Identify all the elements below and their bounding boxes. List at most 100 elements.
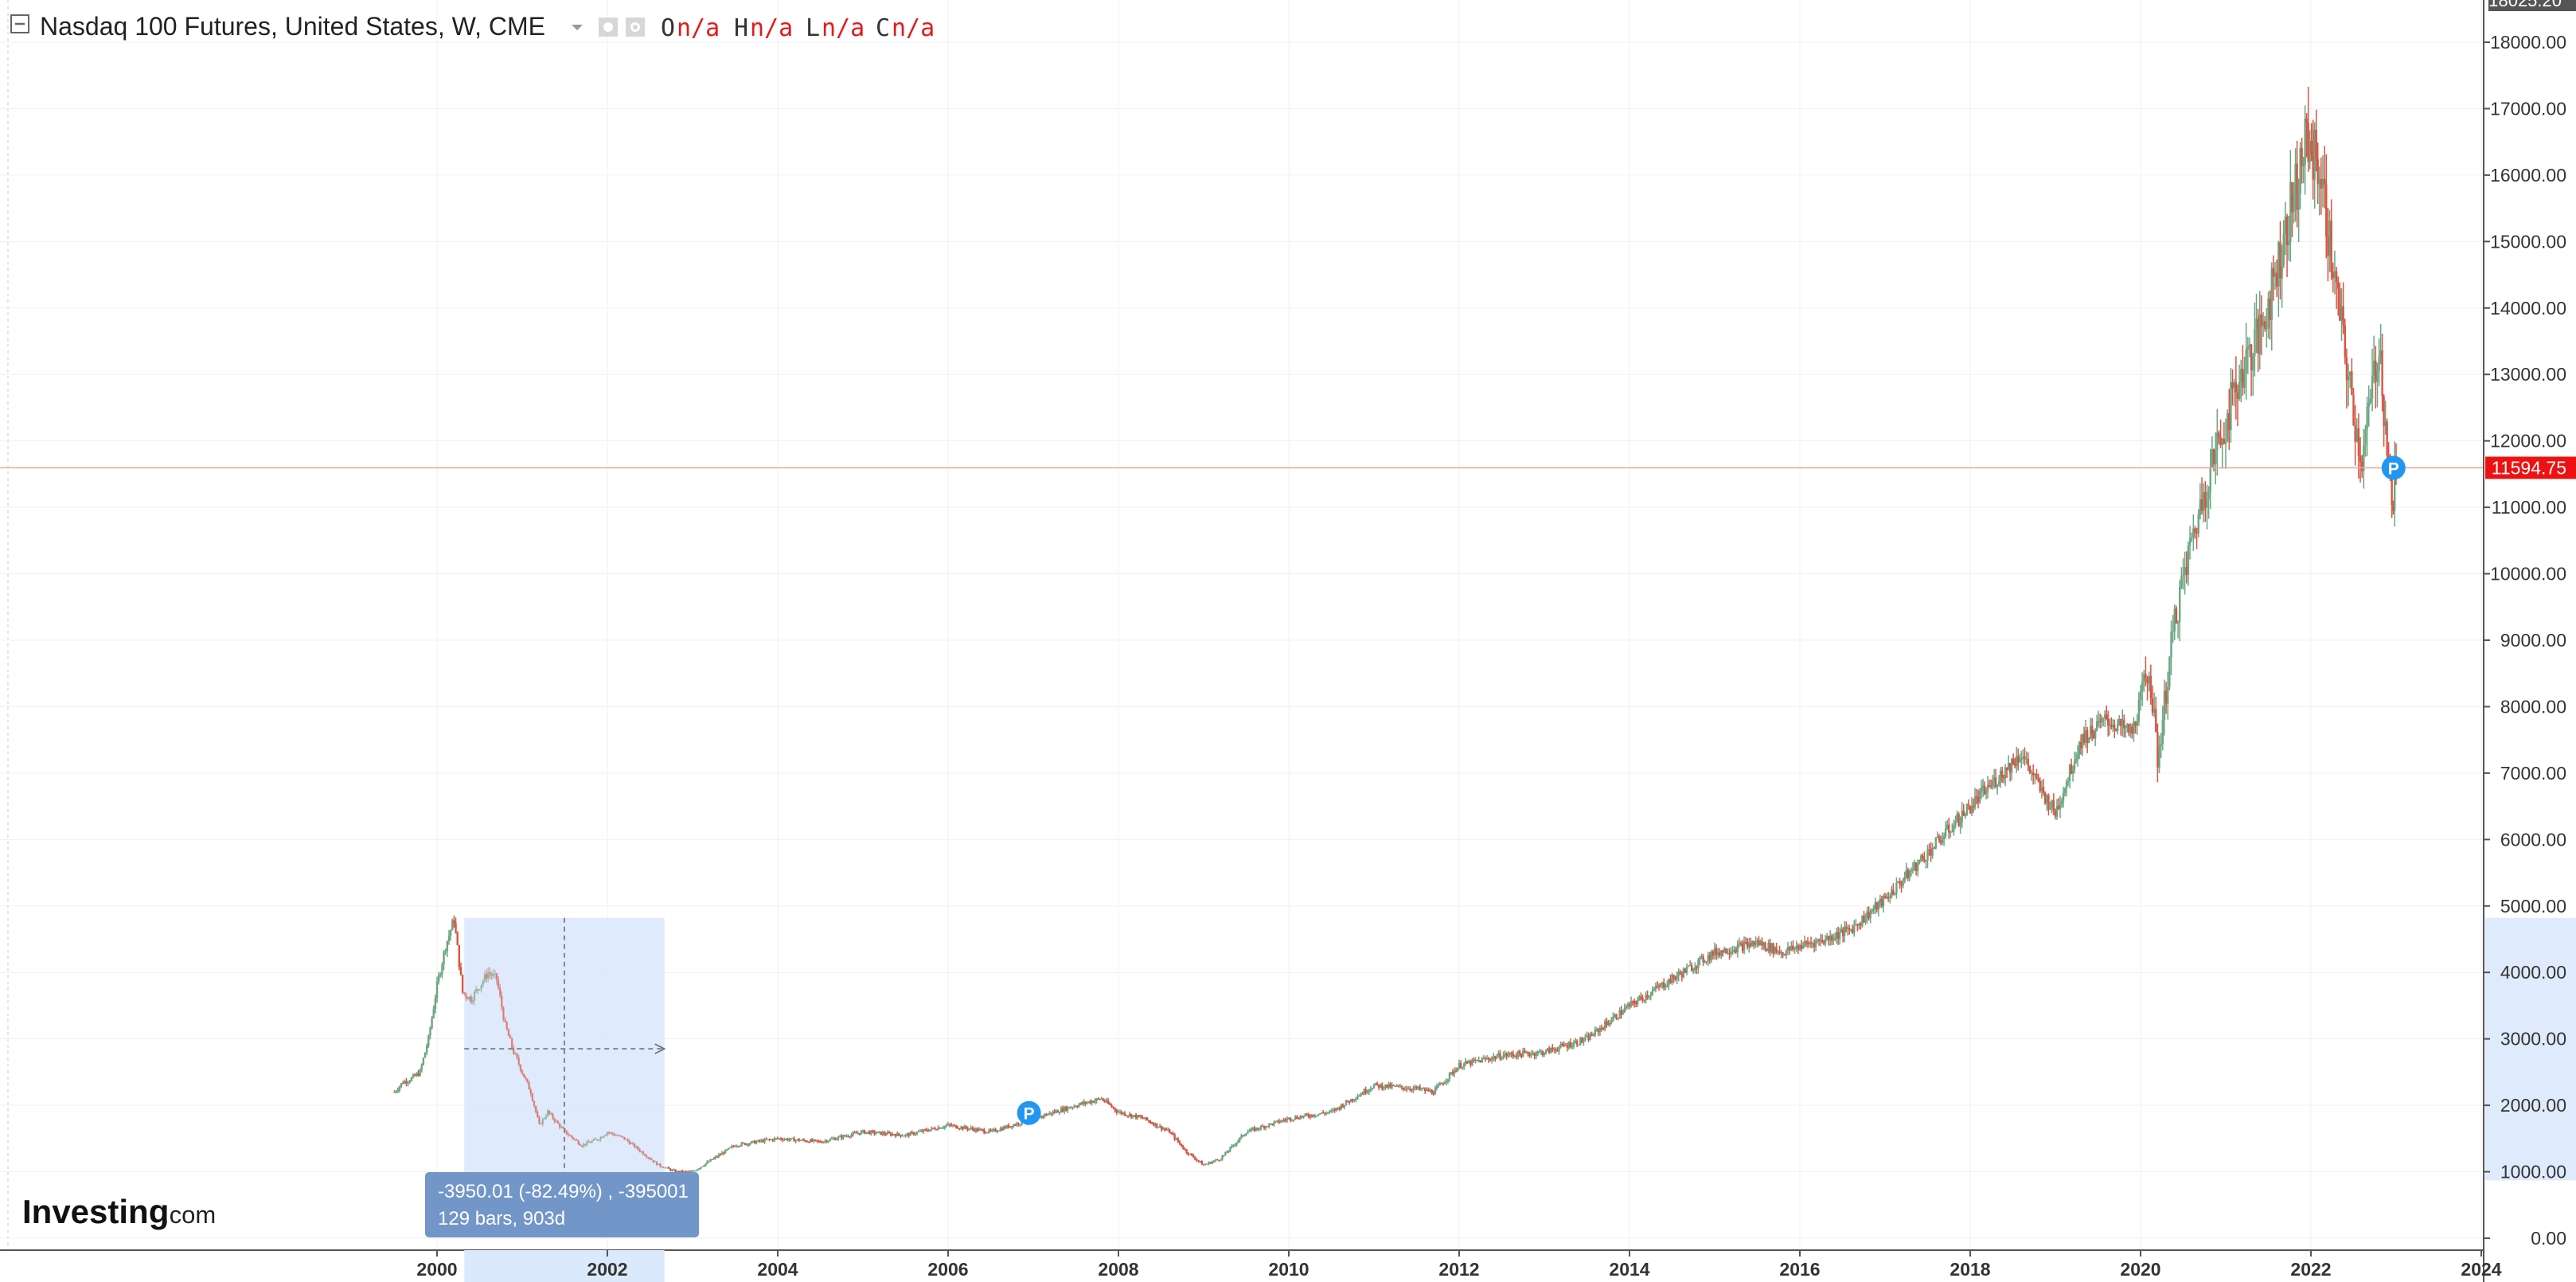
candle-body-842	[1783, 955, 1786, 956]
candle-body-641	[1454, 1070, 1458, 1072]
candle-body-55	[487, 972, 490, 979]
candle-body-716	[1578, 1045, 1580, 1046]
candle-body-410	[1076, 1106, 1079, 1108]
candle-body-516	[1250, 1128, 1252, 1132]
candle-body-897	[1872, 909, 1875, 911]
candle-body-489	[1206, 1163, 1208, 1165]
candle-body-214	[755, 1141, 758, 1144]
candle-body-813	[1736, 944, 1739, 952]
candle-body-1118	[2236, 392, 2239, 399]
candle-body-1008	[2054, 810, 2057, 817]
candle-body-108	[577, 1140, 580, 1144]
candle-body-401	[1061, 1108, 1064, 1112]
candle-body-994	[2030, 772, 2033, 774]
candle-body-24	[434, 998, 437, 1010]
candle-body-1106	[2216, 432, 2219, 451]
candle-body-805	[1723, 948, 1726, 953]
candle-body-1135	[2266, 328, 2268, 330]
candle-body-499	[1223, 1155, 1225, 1157]
candle-body-42	[465, 994, 467, 998]
candle-body-360	[994, 1129, 997, 1132]
candle-body-927	[1922, 855, 1924, 858]
candle-body-1087	[2184, 567, 2186, 575]
candle-body-1086	[2182, 574, 2184, 577]
candle-body-1199	[2372, 361, 2375, 377]
candle-body-26	[437, 975, 440, 982]
candle-body-481	[1192, 1155, 1195, 1158]
candle-body-800	[1715, 948, 1718, 956]
candle-body-486	[1200, 1161, 1204, 1165]
candle-body-334	[951, 1125, 954, 1127]
candlestick-series	[393, 86, 2398, 1174]
event-marker-0[interactable]: P	[1017, 1100, 1041, 1125]
candle-body-869	[1827, 936, 1830, 940]
measure-tooltip[interactable]: -3950.01 (-82.49%) , -395001 129 bars, 9…	[425, 1172, 699, 1237]
candle-body-1163	[2312, 155, 2314, 180]
candle-body-1196	[2367, 402, 2370, 407]
candle-body-1179	[2339, 288, 2341, 321]
time-tick-label-8: 2016	[1779, 1259, 1820, 1280]
chart-title[interactable]: Nasdaq 100 Futures, United States, W, CM…	[40, 12, 545, 41]
candle-body-631	[1438, 1083, 1442, 1085]
candle-body-962	[1978, 791, 1981, 803]
candle-body-209	[747, 1143, 750, 1145]
candle-body-1023	[2078, 741, 2081, 755]
candle-body-1112	[2226, 412, 2229, 442]
candle-body-144	[638, 1149, 641, 1152]
candle-body-1038	[2102, 717, 2105, 719]
candle-body-91	[548, 1110, 551, 1114]
candle-body-124	[604, 1134, 607, 1136]
candle-body-1203	[2379, 350, 2382, 357]
candle-body-230	[781, 1139, 784, 1141]
candle-body-13	[416, 1073, 418, 1077]
candle-body-462	[1160, 1125, 1163, 1130]
candle-body-477	[1185, 1149, 1188, 1153]
time-tick-label-4: 2008	[1098, 1259, 1138, 1280]
candle-body-1043	[2110, 725, 2113, 728]
candle-body-270	[847, 1135, 849, 1137]
candle-body-544	[1296, 1116, 1298, 1119]
candle-body-66	[505, 1022, 508, 1030]
candle-body-96	[556, 1120, 560, 1124]
candle-body-36	[455, 923, 457, 932]
candle-body-30	[444, 951, 447, 952]
candle-body-408	[1073, 1106, 1075, 1108]
candle-body-5	[402, 1083, 404, 1085]
chart-header: Nasdaq 100 Futures, United States, W, CM…	[10, 12, 935, 42]
candle-body-644	[1459, 1062, 1462, 1069]
candle-body-302	[900, 1135, 902, 1136]
candle-body-1016	[2067, 780, 2070, 782]
caret-down-icon[interactable]	[572, 25, 583, 30]
candle-body-887	[1856, 924, 1859, 926]
price-axis[interactable]: 0.00 1000.00 2000.00 3000.00 4000.00 5000.00 6…	[2483, 0, 2576, 1282]
candle-body-950	[1959, 822, 1961, 827]
candle-body-823	[1753, 940, 1755, 945]
candle-body-74	[519, 1065, 522, 1071]
candle-body-491	[1209, 1162, 1212, 1164]
candle-body-17	[422, 1057, 425, 1065]
candle-body-1151	[2293, 194, 2295, 213]
candle-body-529	[1271, 1124, 1274, 1125]
candle-body-797	[1710, 951, 1713, 960]
candle-body-325	[937, 1127, 939, 1130]
candle-body-32	[447, 936, 451, 941]
candle-body-394	[1050, 1112, 1052, 1115]
time-axis[interactable]: 2000 2002 2004 2006 2008 2010 2012 2014 2016 2018…	[0, 1249, 2502, 1282]
candle-body-906	[1887, 897, 1890, 898]
candle-body-693	[1540, 1051, 1543, 1053]
candle-body-546	[1299, 1116, 1302, 1120]
candle-body-884	[1852, 929, 1854, 933]
candle-body-616	[1414, 1086, 1416, 1089]
candle-body-150	[649, 1158, 651, 1159]
candle-body-182	[703, 1165, 705, 1167]
candle-body-337	[957, 1128, 959, 1129]
candle-body-980	[2007, 763, 2010, 770]
candle-body-982	[2010, 758, 2013, 773]
candle-body-986	[2016, 756, 2020, 763]
candle-body-608	[1400, 1085, 1403, 1088]
candle-body-704	[1558, 1047, 1560, 1051]
event-marker-1[interactable]: P	[2381, 455, 2406, 480]
candle-body-973	[1996, 784, 1999, 787]
candle-body-733	[1605, 1021, 1608, 1024]
